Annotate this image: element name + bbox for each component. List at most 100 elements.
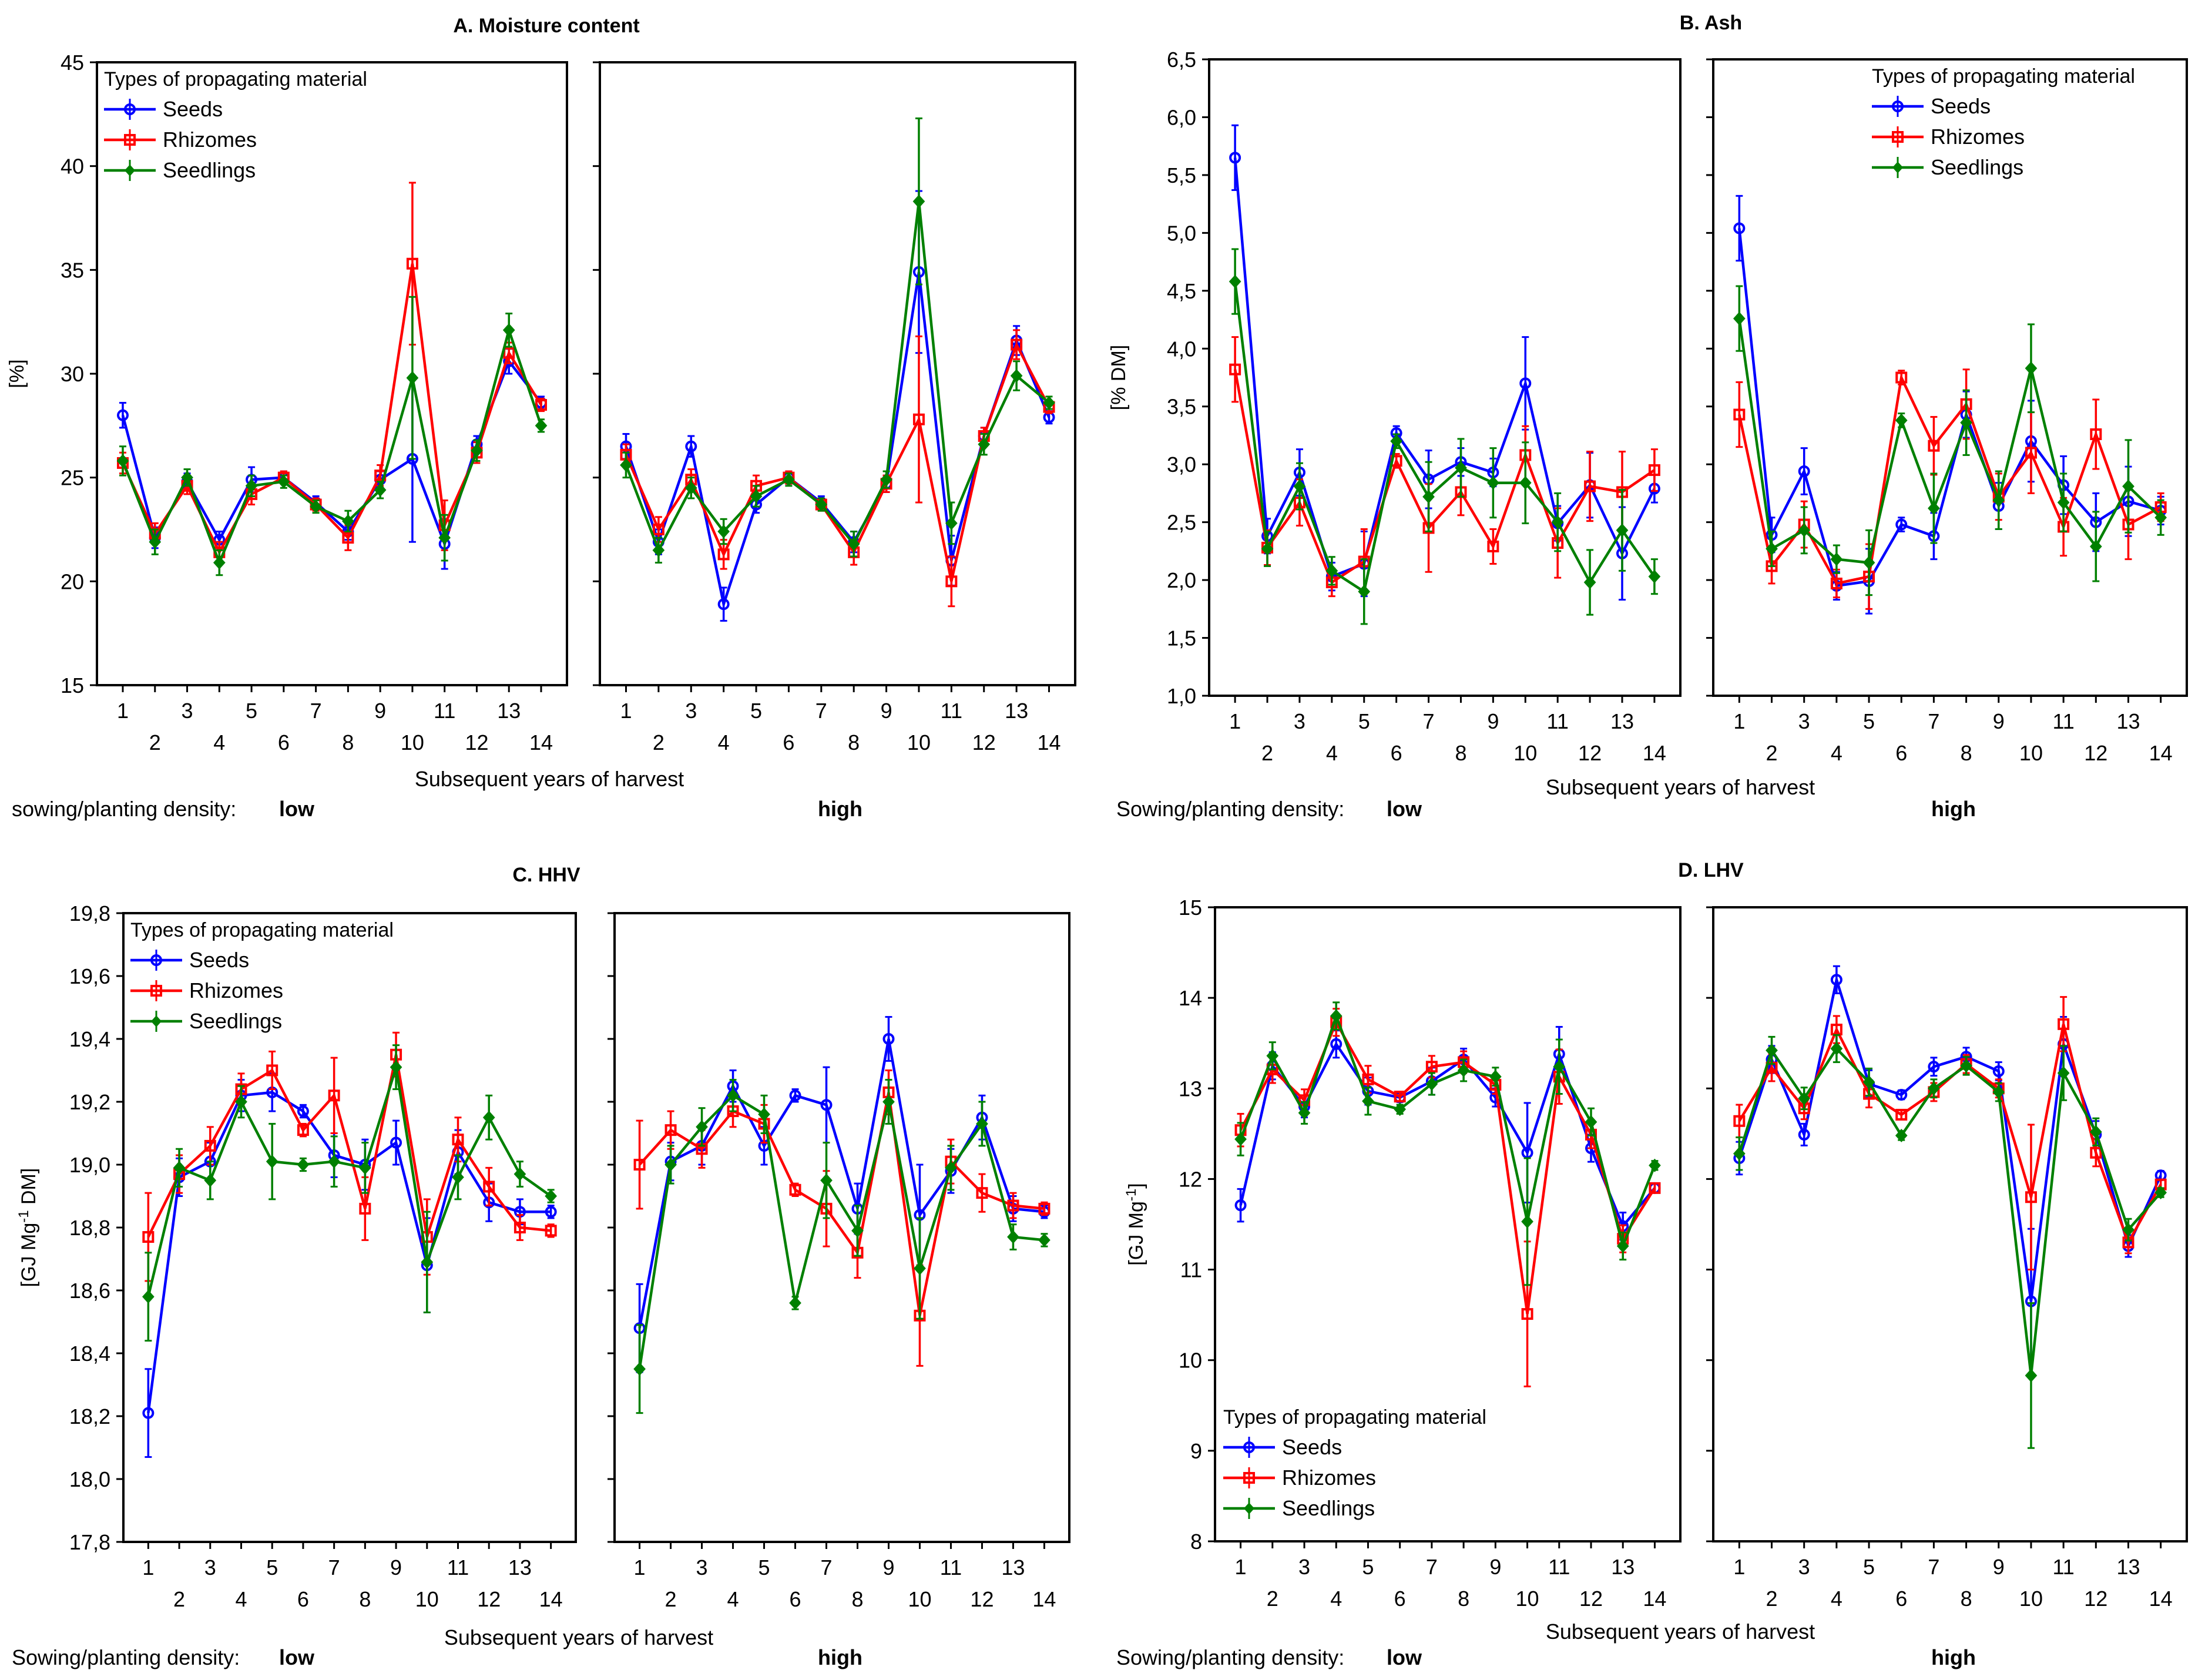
legend-entry: Rhizomes bbox=[1931, 125, 2025, 149]
data-point bbox=[452, 1170, 464, 1184]
data-point bbox=[328, 1155, 340, 1169]
data-point bbox=[820, 1099, 833, 1111]
data-point bbox=[359, 1161, 371, 1175]
data-point bbox=[1733, 1146, 1746, 1161]
x-tick-label: 5 bbox=[1863, 709, 1875, 733]
data-point bbox=[789, 1089, 801, 1102]
data-point bbox=[1733, 408, 1746, 421]
y-tick-label: 14 bbox=[1179, 986, 1202, 1010]
data-point bbox=[1895, 413, 1908, 427]
plot-frame bbox=[1712, 906, 2188, 1542]
x-tick-label: 9 bbox=[374, 699, 386, 723]
data-point bbox=[1928, 501, 1940, 515]
x-tick-label: 6 bbox=[297, 1587, 309, 1611]
data-point bbox=[1358, 585, 1371, 599]
x-tick-label: 6 bbox=[790, 1587, 801, 1611]
x-tick-label: 1 bbox=[117, 699, 129, 723]
y-tick-label: 4,5 bbox=[1167, 279, 1196, 303]
y-tick-label: 5,0 bbox=[1167, 221, 1196, 245]
legend: Types of propagating material Seeds Rhizom… bbox=[130, 919, 394, 1033]
x-tick-label: 1 bbox=[634, 1555, 646, 1580]
x-tick-label: 8 bbox=[1961, 1587, 1972, 1611]
series-seeds bbox=[620, 190, 1055, 622]
data-point bbox=[297, 1124, 309, 1136]
y-tick-label: 6,5 bbox=[1167, 48, 1196, 72]
data-point bbox=[1519, 377, 1532, 390]
y-tick-label: 10 bbox=[1179, 1349, 1202, 1373]
density-level-label: high bbox=[1931, 797, 1976, 821]
data-point bbox=[882, 1095, 895, 1109]
plot-frame bbox=[1208, 58, 1682, 697]
data-point bbox=[1733, 222, 1746, 234]
x-tick-label: 6 bbox=[1895, 1587, 1907, 1611]
density-level-label: high bbox=[818, 797, 862, 821]
legend-marker bbox=[1892, 131, 1904, 143]
data-point bbox=[1330, 1009, 1343, 1023]
x-tick-label: 9 bbox=[1487, 709, 1499, 733]
data-point bbox=[1298, 1106, 1311, 1120]
data-point bbox=[1585, 1115, 1597, 1129]
data-point bbox=[976, 1187, 988, 1199]
data-point bbox=[1895, 371, 1908, 384]
series-rhizomes bbox=[1234, 1008, 1661, 1387]
data-point bbox=[847, 537, 860, 551]
y-tick-label: 18,6 bbox=[69, 1279, 110, 1303]
data-point bbox=[181, 471, 193, 485]
data-point bbox=[1648, 464, 1660, 477]
data-point bbox=[421, 1255, 434, 1269]
data-point bbox=[342, 532, 354, 544]
data-point bbox=[2025, 1191, 2037, 1203]
data-point bbox=[1521, 1215, 1533, 1229]
series-line bbox=[1233, 281, 1656, 594]
x-tick-label: 3 bbox=[182, 699, 193, 723]
data-point bbox=[1422, 489, 1435, 504]
legend-marker bbox=[151, 1015, 162, 1027]
series-seedlings bbox=[116, 296, 548, 576]
data-point bbox=[1648, 569, 1661, 584]
chart-3: C. HHV [GJ Mg-1 DM] Subsequent years of ha… bbox=[12, 864, 1070, 1669]
data-point bbox=[914, 1262, 926, 1276]
x-tick-label: 9 bbox=[390, 1555, 402, 1580]
x-tick-label: 11 bbox=[2052, 1555, 2074, 1579]
y-tick-label: 25 bbox=[61, 466, 84, 490]
series-seeds bbox=[142, 1072, 557, 1458]
data-point bbox=[535, 418, 548, 432]
x-tick-label: 1 bbox=[142, 1555, 154, 1580]
y-tick-label: 5,5 bbox=[1167, 163, 1196, 187]
x-tick-label: 2 bbox=[1766, 741, 1777, 765]
legend-entry: Rhizomes bbox=[163, 128, 257, 152]
y-tick-label: 40 bbox=[61, 155, 84, 179]
series-line bbox=[1233, 157, 1656, 579]
data-point bbox=[945, 1161, 957, 1175]
data-point bbox=[1733, 1115, 1746, 1127]
data-point bbox=[1798, 1128, 1810, 1141]
data-point bbox=[1960, 1059, 1972, 1073]
chart-title: D. LHV bbox=[1678, 859, 1744, 881]
y-tick-label: 18,4 bbox=[69, 1342, 110, 1366]
y-tick-label: 15 bbox=[61, 673, 84, 698]
y-axis-label: [%] bbox=[6, 359, 28, 388]
x-tick-label: 14 bbox=[1643, 1587, 1666, 1611]
x-tick-label: 9 bbox=[1993, 709, 2005, 733]
y-tick-label: 19,0 bbox=[69, 1153, 110, 1177]
panel-low: 17,8 18,0 18,2 18,4 18,6 18,8 19,0 19,2 19,4 19,6… bbox=[69, 901, 577, 1669]
x-tick-label: 7 bbox=[1928, 1555, 1939, 1579]
data-point bbox=[1362, 1073, 1374, 1085]
data-point bbox=[727, 1088, 739, 1102]
series-line bbox=[625, 341, 1051, 582]
x-tick-label: 3 bbox=[1798, 709, 1810, 733]
x-tick-label: 2 bbox=[665, 1587, 677, 1611]
data-point bbox=[1766, 542, 1778, 556]
data-point bbox=[633, 1159, 646, 1171]
data-point bbox=[1234, 1199, 1247, 1212]
data-point bbox=[2025, 1369, 2038, 1383]
data-point bbox=[664, 1158, 677, 1172]
data-point bbox=[1798, 465, 1810, 477]
data-point bbox=[789, 1183, 801, 1196]
legend: Types of propagating material Seeds Rhizom… bbox=[104, 68, 367, 182]
y-tick-label: 19,2 bbox=[69, 1090, 110, 1114]
data-point bbox=[2122, 1223, 2134, 1237]
data-point bbox=[406, 371, 419, 385]
